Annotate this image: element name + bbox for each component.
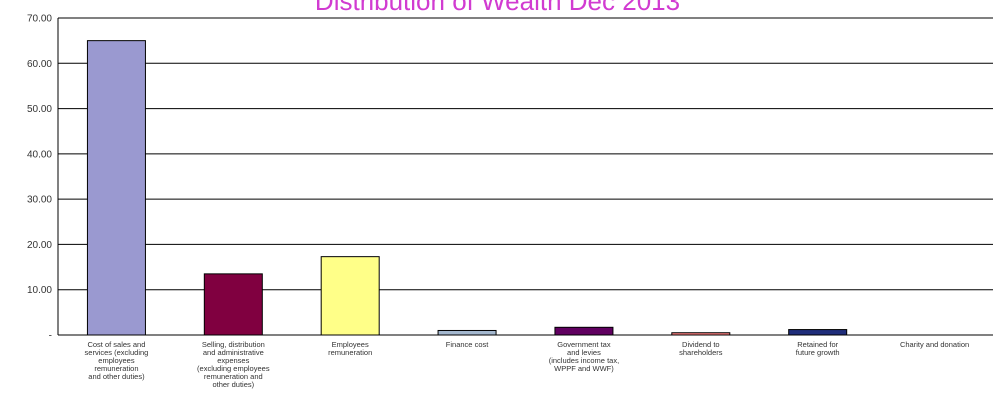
bar bbox=[789, 330, 847, 335]
y-axis: - 10.00 20.00 30.00 40.00 50.00 60.00 70.00 bbox=[27, 14, 58, 342]
y-tick-label: 50.00 bbox=[27, 104, 52, 115]
bar bbox=[438, 330, 496, 335]
x-axis: Cost of sales and services (excluding empl… bbox=[58, 335, 993, 389]
x-tick-label: Cost of sales and services (excluding empl… bbox=[85, 340, 149, 381]
gridlines bbox=[58, 18, 993, 290]
y-tick-label: - bbox=[49, 331, 52, 342]
y-tick-label: 60.00 bbox=[27, 59, 52, 70]
y-tick-label: 10.00 bbox=[27, 285, 52, 296]
x-tick-label: Dividend to shareholders bbox=[679, 340, 723, 357]
bar bbox=[204, 274, 262, 335]
y-tick-label: 20.00 bbox=[27, 240, 52, 251]
x-tick-label: Employees remuneration bbox=[328, 340, 372, 357]
x-tick-label: Selling, distribution and administrative e… bbox=[197, 340, 270, 389]
y-tick-label: 70.00 bbox=[27, 14, 52, 25]
y-tick-label: 30.00 bbox=[27, 195, 52, 206]
bars bbox=[87, 41, 846, 335]
x-tick-label: Retained for future growth bbox=[796, 340, 840, 357]
x-tick-label: Finance cost bbox=[446, 340, 489, 349]
y-tick-label: 40.00 bbox=[27, 149, 52, 160]
x-tick-label: Government tax and levies (includes income… bbox=[549, 340, 619, 373]
bar bbox=[555, 327, 613, 335]
bar bbox=[321, 257, 379, 335]
bar bbox=[87, 41, 145, 335]
x-tick-label: Charity and donation bbox=[900, 340, 969, 349]
